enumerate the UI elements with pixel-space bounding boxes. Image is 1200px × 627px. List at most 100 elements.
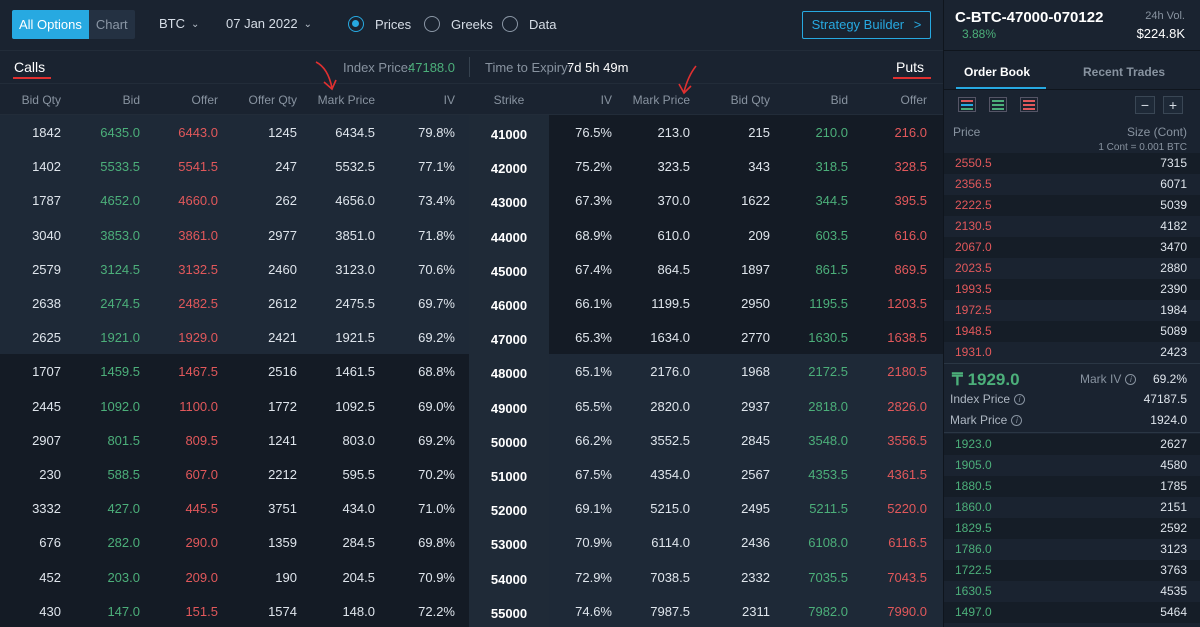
radio-prices[interactable]: Prices [348,15,411,33]
put-bid[interactable]: 5211.5 [809,501,848,517]
bid-row[interactable]: 1722.5 3763 [944,560,1200,581]
calls-row-bg[interactable] [0,286,469,321]
puts-row-bg[interactable] [549,115,943,150]
calls-row-bg[interactable] [0,217,469,252]
bid-row[interactable]: 1497.0 5464 [944,602,1200,623]
call-bid[interactable]: 147.0 [107,603,140,619]
call-offer[interactable]: 1467.5 [178,364,218,380]
book-asks-only-icon[interactable] [1020,97,1038,112]
puts-row-bg[interactable] [549,491,943,526]
put-bid[interactable]: 1630.5 [808,330,848,346]
put-bid[interactable]: 7035.5 [808,569,848,585]
puts-row-bg[interactable] [549,559,943,594]
put-offer[interactable]: 616.0 [894,227,927,243]
put-bid[interactable]: 6108.0 [808,535,848,551]
chart-tab[interactable]: Chart [88,10,135,39]
ask-row[interactable]: 2222.5 5039 [944,195,1200,216]
call-offer[interactable]: 6443.0 [178,125,218,140]
calls-row-bg[interactable] [0,388,469,423]
call-offer[interactable]: 4660.0 [178,193,218,209]
put-offer[interactable]: 7043.5 [887,569,927,585]
call-bid[interactable]: 1921.0 [100,330,140,346]
put-bid[interactable]: 7982.0 [808,603,848,619]
strategy-builder-button[interactable]: Strategy Builder > [802,11,931,39]
info-icon[interactable]: i [1014,394,1026,405]
ask-row[interactable]: 2356.5 6071 [944,174,1200,195]
call-bid[interactable]: 801.5 [107,432,140,448]
call-offer[interactable]: 151.5 [185,603,218,619]
calls-row-bg[interactable] [0,422,469,457]
calls-row-bg[interactable] [0,559,469,594]
puts-row-bg[interactable] [549,286,943,321]
header-put-bid-qty[interactable]: Bid Qty [730,93,770,107]
header-put-bid[interactable]: Bid [830,93,848,107]
put-offer[interactable]: 3556.5 [887,432,927,448]
call-offer[interactable]: 1100.0 [179,398,218,414]
calls-row-bg[interactable] [0,149,469,184]
call-offer[interactable]: 607.0 [185,467,218,482]
calls-row-bg[interactable] [0,457,469,492]
call-offer[interactable]: 5541.5 [178,159,218,175]
call-bid[interactable]: 3853.0 [100,227,140,243]
book-bids-only-icon[interactable] [989,97,1007,112]
bid-row[interactable]: 1860.0 2151 [944,497,1200,518]
put-bid[interactable]: 4353.5 [808,467,848,482]
put-offer[interactable]: 6116.5 [888,535,927,551]
asset-dropdown[interactable]: BTC ⌄ [159,16,199,31]
puts-row-bg[interactable] [549,354,943,389]
ask-row[interactable]: 1993.5 2390 [944,279,1200,300]
header-call-bid-qty[interactable]: Bid Qty [21,93,61,107]
call-offer[interactable]: 2482.5 [178,296,218,311]
call-bid[interactable]: 6435.0 [100,125,140,140]
calls-row-bg[interactable] [0,354,469,389]
calls-row-bg[interactable] [0,251,469,286]
call-offer[interactable]: 3861.0 [178,227,218,243]
header-put-offer[interactable]: Offer [900,93,927,107]
book-both-sides-icon[interactable] [958,97,976,112]
puts-row-bg[interactable] [549,525,943,560]
ask-row[interactable]: 2550.5 7315 [944,153,1200,174]
call-offer[interactable]: 209.0 [185,569,218,585]
ask-row[interactable]: 1948.5 5089 [944,321,1200,342]
call-bid[interactable]: 1092.0 [100,398,140,414]
put-bid[interactable]: 1195.5 [809,296,848,311]
put-bid[interactable]: 210.0 [815,125,848,140]
header-call-offer[interactable]: Offer [191,93,218,107]
decrease-grouping-button[interactable]: − [1135,96,1155,114]
ask-row[interactable]: 2023.5 2880 [944,258,1200,279]
calls-row-bg[interactable] [0,183,469,218]
put-offer[interactable]: 1203.5 [887,296,927,311]
call-offer[interactable]: 3132.5 [178,261,218,277]
put-bid[interactable]: 603.5 [815,227,848,243]
put-bid[interactable]: 318.5 [815,159,848,175]
calls-row-bg[interactable] [0,115,469,150]
call-bid[interactable]: 1459.5 [100,364,140,380]
tab-recent-trades[interactable]: Recent Trades [1083,65,1166,79]
radio-data[interactable]: Data [502,15,556,33]
put-bid[interactable]: 344.5 [815,193,848,209]
call-offer[interactable]: 1929.0 [178,330,218,346]
info-icon[interactable]: i [1011,415,1023,426]
call-bid[interactable]: 588.5 [107,467,140,482]
bid-row[interactable]: 1923.0 2627 [944,434,1200,455]
put-offer[interactable]: 2826.0 [887,398,927,414]
put-offer[interactable]: 328.5 [894,159,927,175]
put-offer[interactable]: 869.5 [894,261,927,277]
puts-row-bg[interactable] [549,217,943,252]
call-bid[interactable]: 282.0 [107,535,140,551]
call-bid[interactable]: 4652.0 [100,193,140,209]
put-offer[interactable]: 1638.5 [887,330,927,346]
call-bid[interactable]: 203.0 [107,569,140,585]
puts-row-bg[interactable] [549,251,943,286]
header-call-iv[interactable]: IV [443,93,455,107]
header-call-mark-price[interactable]: Mark Price [317,93,375,107]
header-strike[interactable]: Strike [493,93,525,107]
all-options-tab[interactable]: All Options [12,10,89,39]
call-offer[interactable]: 445.5 [185,501,218,517]
put-offer[interactable]: 395.5 [894,193,927,209]
put-bid[interactable]: 3548.0 [808,432,848,448]
put-bid[interactable]: 2172.5 [808,364,848,380]
calls-row-bg[interactable] [0,491,469,526]
call-bid[interactable]: 5533.5 [100,159,140,175]
call-bid[interactable]: 2474.5 [100,296,140,311]
